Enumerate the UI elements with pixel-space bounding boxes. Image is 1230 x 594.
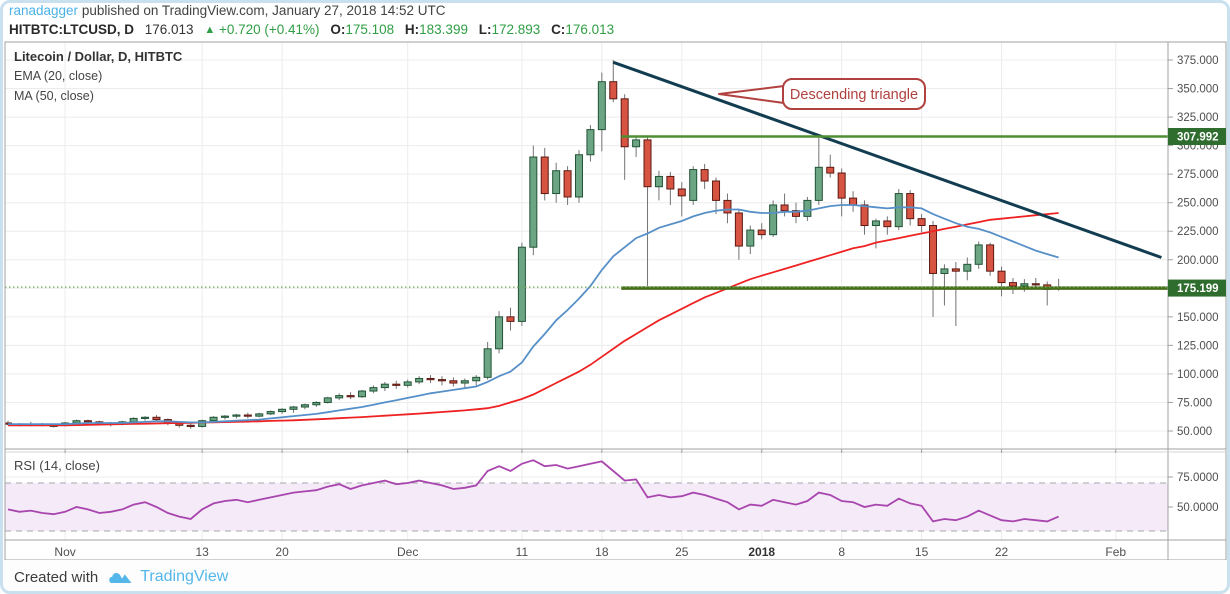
svg-text:13: 13 (195, 545, 209, 559)
svg-text:25: 25 (675, 545, 689, 559)
rsi-line (7, 459, 1059, 523)
svg-text:175.199: 175.199 (1177, 283, 1219, 295)
close-label: C: (551, 22, 566, 37)
high-label: H: (404, 22, 420, 37)
svg-text:Dec: Dec (397, 545, 418, 559)
open-label: O: (330, 22, 346, 37)
svg-text:75.0000: 75.0000 (1177, 472, 1219, 484)
username-link[interactable]: ranadagger (9, 3, 79, 18)
last-price: 176.013 (144, 22, 194, 37)
svg-text:150.000: 150.000 (1177, 312, 1219, 324)
svg-text:2018: 2018 (748, 545, 775, 559)
svg-text:350.000: 350.000 (1177, 84, 1219, 96)
svg-text:20: 20 (275, 545, 289, 559)
byline: ranadagger published on TradingView.com,… (9, 2, 614, 20)
symbol-name: HITBTC:LTCUSD, D (9, 22, 134, 37)
svg-text:100.000: 100.000 (1177, 369, 1219, 381)
svg-text:307.992: 307.992 (1177, 131, 1219, 143)
descending-trendline (612, 60, 1162, 259)
svg-text:225.000: 225.000 (1177, 226, 1219, 238)
low-label: L: (478, 22, 492, 37)
up-arrow-icon: ▲ (204, 24, 216, 36)
callout-text: Descending triangle (790, 87, 918, 103)
svg-text:Feb: Feb (1105, 545, 1126, 559)
svg-text:22: 22 (995, 545, 1009, 559)
svg-text:50.0000: 50.0000 (1177, 502, 1219, 514)
svg-text:250.000: 250.000 (1177, 198, 1219, 210)
byline-text: published on TradingView.com, January 27… (78, 3, 446, 18)
axes-layer: 375.000350.000325.000300.000275.000250.0… (4, 41, 1227, 561)
svg-text:125.000: 125.000 (1177, 340, 1219, 352)
high-value: 183.399 (419, 22, 468, 37)
close-value: 176.013 (565, 22, 615, 37)
price-level-badge: 175.199 (1168, 279, 1226, 297)
svg-text:75.000: 75.000 (1177, 397, 1212, 409)
svg-text:15: 15 (915, 545, 929, 559)
price-change: +0.720 (+0.41%) (218, 22, 320, 37)
drawings-layer (5, 60, 1168, 290)
header: ranadagger published on TradingView.com,… (9, 2, 614, 40)
chart-legend-ema: EMA (20, close) (14, 69, 103, 83)
tradingview-brand-link[interactable]: TradingView (140, 568, 229, 585)
svg-text:50.000: 50.000 (1177, 426, 1212, 438)
svg-text:18: 18 (595, 545, 609, 559)
ema20-line (8, 204, 1059, 426)
svg-text:275.000: 275.000 (1177, 169, 1219, 181)
chart-legend-title: Litecoin / Dollar, D, HITBTC (14, 49, 183, 64)
chart-legend-ma: MA (50, close) (14, 89, 94, 103)
rsi-layer (7, 459, 1059, 523)
candles-layer (5, 60, 1063, 429)
price-level-badge: 307.992 (1168, 127, 1226, 145)
symbol-info-line: HITBTC:LTCUSD, D 176.013 ▲ +0.720 (+0.41… (9, 21, 614, 40)
rsi-pane-label: RSI (14, close) (14, 458, 100, 473)
low-value: 172.893 (491, 22, 541, 37)
svg-text:11: 11 (516, 545, 529, 559)
open-value: 175.108 (345, 22, 395, 37)
created-with-text: Created with (14, 568, 99, 586)
tradingview-logo-icon (108, 569, 133, 586)
svg-text:375.000: 375.000 (1177, 55, 1219, 67)
descending-triangle-callout[interactable]: Descending triangle (718, 78, 926, 110)
svg-text:Nov: Nov (54, 545, 75, 559)
svg-text:200.000: 200.000 (1177, 255, 1219, 267)
svg-text:325.000: 325.000 (1177, 112, 1219, 124)
rsi-band (5, 482, 1168, 532)
footer-bar: Created with TradingView (0, 560, 1230, 594)
svg-text:8: 8 (838, 545, 845, 559)
